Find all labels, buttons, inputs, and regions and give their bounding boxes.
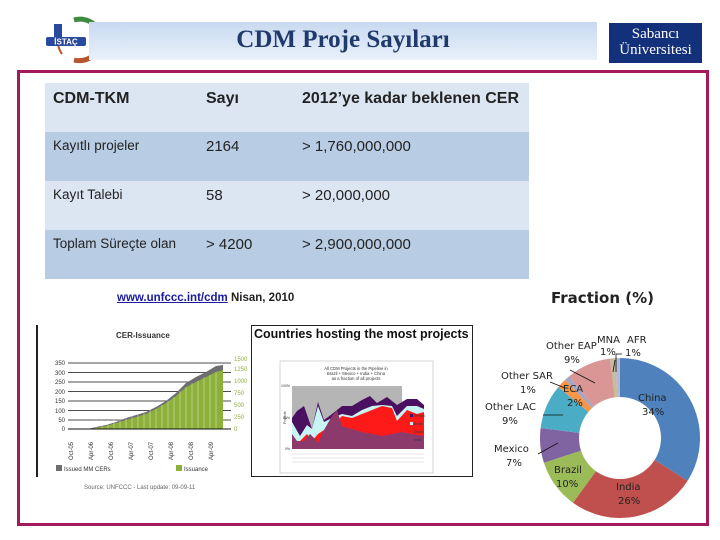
table-cell: 58 bbox=[198, 181, 294, 230]
table-row: Kayıtlı projeler 2164 > 1,760,000,000 bbox=[45, 132, 529, 181]
pie-value-eca: 2% bbox=[567, 398, 583, 409]
title-bar: CDM Proje Sayıları bbox=[89, 22, 597, 60]
table-cell: Kayıt Talebi bbox=[45, 181, 198, 230]
page-title: CDM Proje Sayıları bbox=[236, 26, 450, 53]
legend-mexico: Mexico bbox=[414, 414, 425, 418]
y2-tick: 250 bbox=[234, 415, 245, 421]
sabanci-logo-line2: Üniversitesi bbox=[619, 42, 692, 58]
pie-label-afr: AFR bbox=[627, 335, 647, 346]
table-cell: > 2,900,000,000 bbox=[294, 230, 529, 279]
y2-tick: 750 bbox=[234, 391, 245, 397]
table-row: Kayıt Talebi 58 > 20,000,000 bbox=[45, 181, 529, 230]
pie-label-other-eap: Other EAP bbox=[546, 341, 597, 352]
y-tick: 50 bbox=[58, 418, 65, 424]
pie-label-mna: MNA bbox=[597, 335, 620, 346]
legend-swatch-issued bbox=[56, 465, 62, 471]
pie-value-other-eap: 9% bbox=[564, 355, 580, 366]
table-cell: Toplam Süreçte olan bbox=[45, 230, 198, 279]
content-frame bbox=[17, 70, 709, 526]
pie-value-india: 26% bbox=[618, 496, 640, 507]
cdm-table: CDM-TKM Sayı 2012’ye kadar beklenen CER … bbox=[45, 83, 529, 279]
countries-chart-subtitle: All CDM Projects in the Pipeline in bbox=[324, 366, 388, 371]
cer-issuance-chart: CER-Issuance 0 50 100 150 200 250 300 35… bbox=[36, 325, 248, 495]
istac-logo-text: İSTAÇ bbox=[54, 38, 78, 47]
pie-label-other-lac: Other LAC bbox=[485, 402, 536, 413]
y2-tick: 1500 bbox=[234, 357, 248, 363]
divider bbox=[36, 325, 38, 477]
fraction-donut-chart: China 34% India 26% Brazil 10% Mexico 7%… bbox=[470, 320, 710, 525]
pie-label-brazil: Brazil bbox=[554, 465, 582, 476]
x-tick: Apr-06 bbox=[89, 441, 95, 460]
y-tick: 0 bbox=[62, 427, 66, 433]
legend-issuance: Issuance bbox=[184, 467, 209, 473]
pie-value-brazil: 10% bbox=[556, 479, 578, 490]
table-header-cell: CDM-TKM bbox=[45, 83, 198, 132]
x-tick: Apr-08 bbox=[169, 441, 175, 460]
table-row: Toplam Süreçte olan > 4200 > 2,900,000,0… bbox=[45, 230, 529, 279]
pie-value-afr: 1% bbox=[625, 348, 641, 359]
cer-chart-title: CER-Issuance bbox=[116, 331, 170, 340]
countries-chart-subtitle-3: as a fraction of all projects bbox=[332, 376, 381, 381]
table-cell: > 1,760,000,000 bbox=[294, 132, 529, 181]
legend-swatch-issuance bbox=[176, 465, 182, 471]
table-header-row: CDM-TKM Sayı 2012’ye kadar beklenen CER bbox=[45, 83, 529, 132]
pie-value-other-sar: 1% bbox=[520, 385, 536, 396]
legend-india: India bbox=[414, 438, 422, 442]
legend-issued: Issued MM CERs bbox=[64, 467, 111, 473]
table-cell: 2164 bbox=[198, 132, 294, 181]
y2-tick: 500 bbox=[234, 403, 245, 409]
x-tick: Apr-07 bbox=[129, 441, 135, 460]
x-tick: Oct-08 bbox=[189, 441, 195, 460]
x-tick: Apr-09 bbox=[209, 441, 215, 460]
table-cell: > 20,000,000 bbox=[294, 181, 529, 230]
legend-china: China bbox=[414, 430, 423, 434]
issuance-bars bbox=[88, 370, 223, 429]
source-line: www.unfccc.int/cdm Nisan, 2010 bbox=[117, 292, 294, 304]
donut-slice-india bbox=[572, 438, 688, 518]
pie-label-other-sar: Other SAR bbox=[501, 371, 553, 382]
area-india bbox=[292, 410, 424, 449]
y-tick: 250 bbox=[55, 380, 66, 386]
pie-label-mexico: Mexico bbox=[494, 444, 529, 455]
table-header-cell: Sayı bbox=[198, 83, 294, 132]
table-cell: Kayıtlı projeler bbox=[45, 132, 198, 181]
sabanci-logo-line1: Sabancı bbox=[631, 26, 680, 42]
x-tick: Oct-06 bbox=[109, 441, 115, 460]
pie-label-china: China bbox=[638, 393, 667, 404]
legend-brazil: Brazil bbox=[414, 422, 423, 426]
pie-value-mna: 1% bbox=[600, 347, 616, 358]
x-tick: Oct-05 bbox=[69, 441, 75, 460]
unfccc-link[interactable]: www.unfccc.int/cdm bbox=[117, 292, 228, 304]
pie-value-other-lac: 9% bbox=[502, 416, 518, 427]
pie-label-eca: ECA bbox=[563, 384, 583, 395]
cer-chart-footer: Source: UNFCCC - Last update: 09-09-11 bbox=[84, 485, 196, 491]
y-tick: 300 bbox=[55, 371, 66, 377]
pie-value-mexico: 7% bbox=[506, 458, 522, 469]
y-tick: 100 bbox=[55, 409, 66, 415]
y2-tick: 0 bbox=[234, 427, 238, 433]
table-cell: > 4200 bbox=[198, 230, 294, 279]
table-header-cell: 2012’ye kadar beklenen CER bbox=[294, 83, 529, 132]
y-tick: 0% bbox=[285, 447, 290, 451]
y2-tick: 1000 bbox=[234, 379, 248, 385]
countries-chart-subtitle-2: Brazil + Mexico + India + China bbox=[327, 371, 386, 376]
pie-label-india: India bbox=[616, 482, 641, 493]
countries-chart: Countries hosting the most projects All … bbox=[251, 325, 473, 477]
countries-chart-title: Countries hosting the most projects bbox=[254, 327, 469, 341]
y-tick: 100% bbox=[281, 384, 290, 388]
y2-tick: 1250 bbox=[234, 367, 248, 373]
y-tick: 50% bbox=[283, 416, 290, 420]
pie-title: Fraction (%) bbox=[551, 289, 654, 307]
y-tick: 200 bbox=[55, 390, 66, 396]
y-tick: 350 bbox=[55, 361, 66, 367]
x-tick: Oct-07 bbox=[149, 441, 155, 460]
sabanci-logo: Sabancı Üniversitesi bbox=[609, 23, 702, 63]
pie-value-china: 34% bbox=[642, 407, 664, 418]
y-tick: 150 bbox=[55, 399, 66, 405]
source-date: Nisan, 2010 bbox=[227, 292, 295, 304]
countries-ylabel: Projects bbox=[283, 411, 287, 424]
